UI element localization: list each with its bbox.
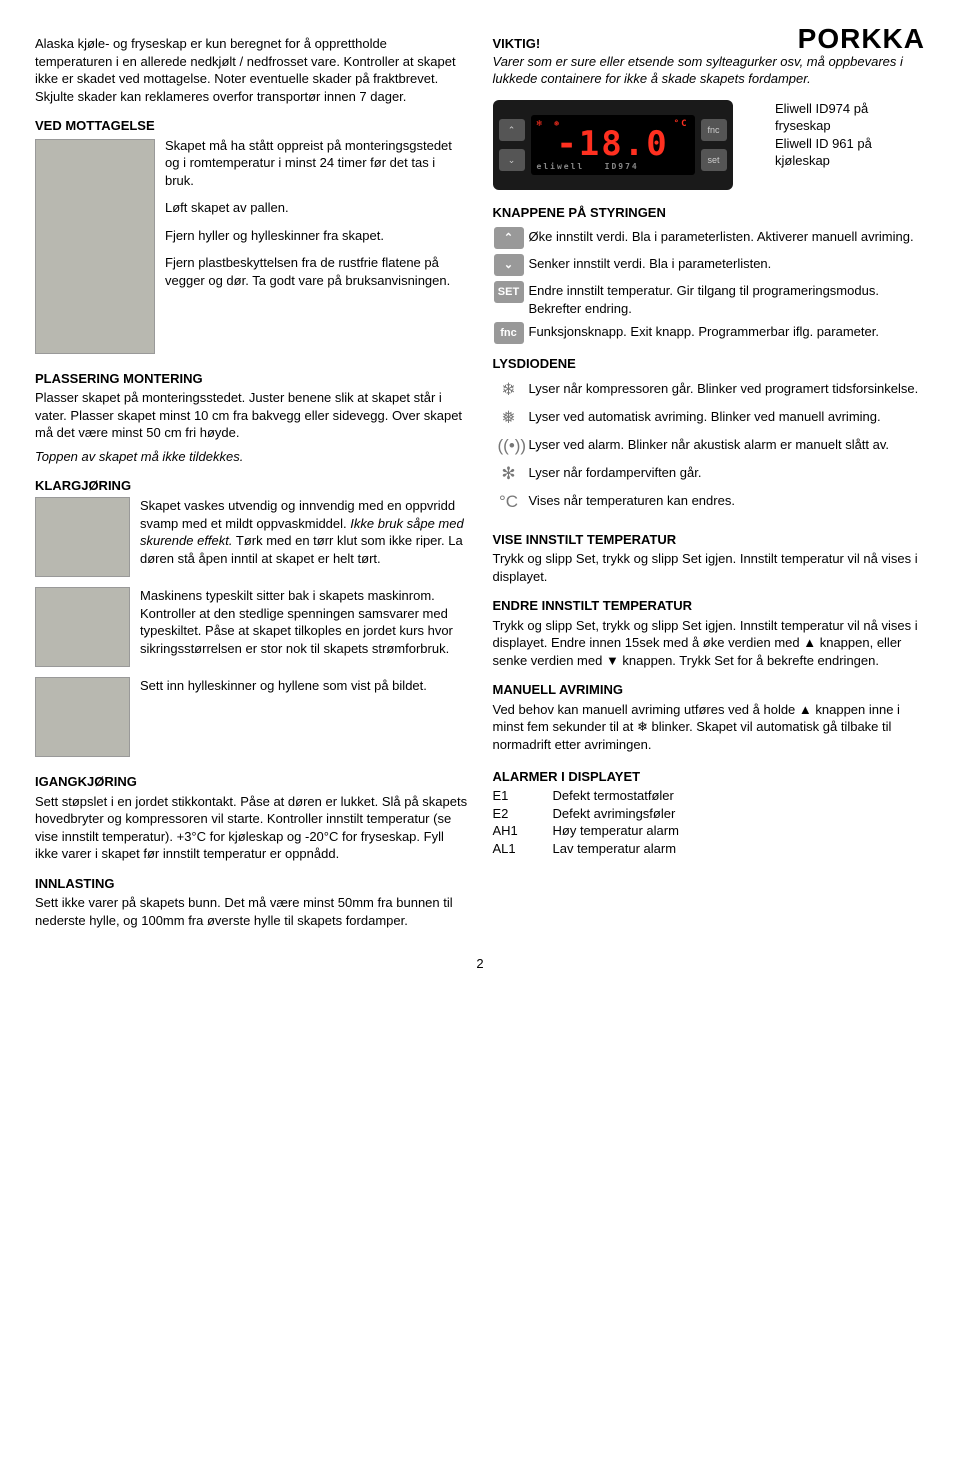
- alarm-row: E1Defekt termostatføler: [493, 787, 926, 805]
- brand-logo: PORKKA: [798, 20, 925, 58]
- display-screen: ❄❅°C -18.0 eliwell ID974: [531, 115, 695, 175]
- led-description: Lyser ved automatisk avriming. Blinker v…: [529, 405, 926, 433]
- intro-text: Alaska kjøle- og fryseskap er kun beregn…: [35, 35, 468, 105]
- button-icon: SET: [493, 279, 529, 320]
- alarm-row: AH1Høy temperatur alarm: [493, 822, 926, 840]
- display-fnc-icon: fnc: [701, 119, 727, 141]
- heading-lysdiodene: LYSDIODENE: [493, 355, 926, 373]
- button-icon: fnc: [493, 320, 529, 347]
- controller-display-photo: ⌃ ⌄ ❄❅°C -18.0 eliwell ID974 fnc set: [493, 100, 733, 190]
- display-set-icon: set: [701, 149, 727, 171]
- button-description: Funksjonsknapp. Exit knapp. Programmerba…: [529, 320, 926, 347]
- heading-endre-temp: ENDRE INNSTILT TEMPERATUR: [493, 597, 926, 615]
- heading-knappene: KNAPPENE PÅ STYRINGEN: [493, 204, 926, 222]
- led-description: Lyser ved alarm. Blinker når akustisk al…: [529, 433, 926, 461]
- display-up-icon: ⌃: [499, 119, 525, 141]
- heading-manuell: MANUELL AVRIMING: [493, 681, 926, 699]
- button-row: fncFunksjonsknapp. Exit knapp. Programme…: [493, 320, 926, 347]
- leds-table: ❄Lyser når kompressoren går. Blinker ved…: [493, 377, 926, 517]
- led-row: °CVises når temperaturen kan endres.: [493, 489, 926, 517]
- led-row: ((•))Lyser ved alarm. Blinker når akusti…: [493, 433, 926, 461]
- led-icon: ✻: [493, 461, 529, 489]
- button-row: ⌃Øke innstilt verdi. Bla i parameterlist…: [493, 225, 926, 252]
- heading-igang: IGANGKJØRING: [35, 773, 468, 791]
- led-row: ✻Lyser når fordamperviften går.: [493, 461, 926, 489]
- left-column: Alaska kjøle- og fryseskap er kun beregn…: [35, 35, 468, 935]
- igang-p1: Sett støpslet i en jordet stikkontakt. P…: [35, 793, 468, 863]
- page-number: 2: [35, 955, 925, 973]
- plassering-p1: Plasser skapet på monteringsstedet. Just…: [35, 389, 468, 442]
- button-description: Senker innstilt verdi. Bla i parameterli…: [529, 252, 926, 279]
- buttons-table: ⌃Øke innstilt verdi. Bla i parameterlist…: [493, 225, 926, 347]
- button-description: Øke innstilt verdi. Bla i parameterliste…: [529, 225, 926, 252]
- klargjoring-photo-2: [35, 587, 130, 667]
- alarm-row: AL1Lav temperatur alarm: [493, 840, 926, 858]
- heading-klargjoring: KLARGJØRING: [35, 477, 468, 495]
- display-caption: Eliwell ID974 på fryseskap Eliwell ID 96…: [775, 100, 925, 170]
- mottagelse-photo: [35, 139, 155, 354]
- led-row: ❅Lyser ved automatisk avriming. Blinker …: [493, 405, 926, 433]
- led-icon: ❄: [493, 377, 529, 405]
- heading-mottagelse: VED MOTTAGELSE: [35, 117, 468, 135]
- alarm-code: AH1: [493, 822, 553, 840]
- main-columns: Alaska kjøle- og fryseskap er kun beregn…: [35, 35, 925, 935]
- plassering-p2: Toppen av skapet må ikke tildekkes.: [35, 448, 468, 466]
- led-icon: ❅: [493, 405, 529, 433]
- manuell-text: Ved behov kan manuell avriming utføres v…: [493, 701, 926, 754]
- button-row: SETEndre innstilt temperatur. Gir tilgan…: [493, 279, 926, 320]
- innlasting-p1: Sett ikke varer på skapets bunn. Det må …: [35, 894, 468, 929]
- alarm-text: Lav temperatur alarm: [553, 840, 677, 858]
- klargjoring-photo-3: [35, 677, 130, 757]
- vise-temp-text: Trykk og slipp Set, trykk og slipp Set i…: [493, 550, 926, 585]
- led-description: Lyser når fordamperviften går.: [529, 461, 926, 489]
- alarm-text: Defekt avrimingsføler: [553, 805, 676, 823]
- endre-temp-text: Trykk og slipp Set, trykk og slipp Set i…: [493, 617, 926, 670]
- viktig-text: Varer som er sure eller etsende som sylt…: [493, 54, 903, 87]
- klargjoring-photo-1: [35, 497, 130, 577]
- button-icon: ⌄: [493, 252, 529, 279]
- led-description: Vises når temperaturen kan endres.: [529, 489, 926, 517]
- heading-innlasting: INNLASTING: [35, 875, 468, 893]
- button-icon: ⌃: [493, 225, 529, 252]
- alarm-code: E2: [493, 805, 553, 823]
- alarm-text: Defekt termostatføler: [553, 787, 674, 805]
- caption-line-2: Eliwell ID 961 på kjøleskap: [775, 136, 872, 169]
- heading-alarmer: ALARMER I DISPLAYET: [493, 768, 926, 786]
- alarm-row: E2Defekt avrimingsføler: [493, 805, 926, 823]
- alarm-text: Høy temperatur alarm: [553, 822, 679, 840]
- right-column: VIKTIG! Varer som er sure eller etsende …: [493, 35, 926, 935]
- led-description: Lyser når kompressoren går. Blinker ved …: [529, 377, 926, 405]
- led-row: ❄Lyser når kompressoren går. Blinker ved…: [493, 377, 926, 405]
- led-icon: °C: [493, 489, 529, 517]
- led-icon: ((•)): [493, 433, 529, 461]
- alarm-code: AL1: [493, 840, 553, 858]
- heading-vise-temp: VISE INNSTILT TEMPERATUR: [493, 531, 926, 549]
- button-row: ⌄Senker innstilt verdi. Bla i parameterl…: [493, 252, 926, 279]
- heading-plassering: PLASSERING MONTERING: [35, 370, 468, 388]
- alarm-list: E1Defekt termostatfølerE2Defekt avriming…: [493, 787, 926, 857]
- caption-line-1: Eliwell ID974 på fryseskap: [775, 101, 868, 134]
- alarm-code: E1: [493, 787, 553, 805]
- button-description: Endre innstilt temperatur. Gir tilgang t…: [529, 279, 926, 320]
- display-down-icon: ⌄: [499, 149, 525, 171]
- viktig-title: VIKTIG!: [493, 36, 541, 51]
